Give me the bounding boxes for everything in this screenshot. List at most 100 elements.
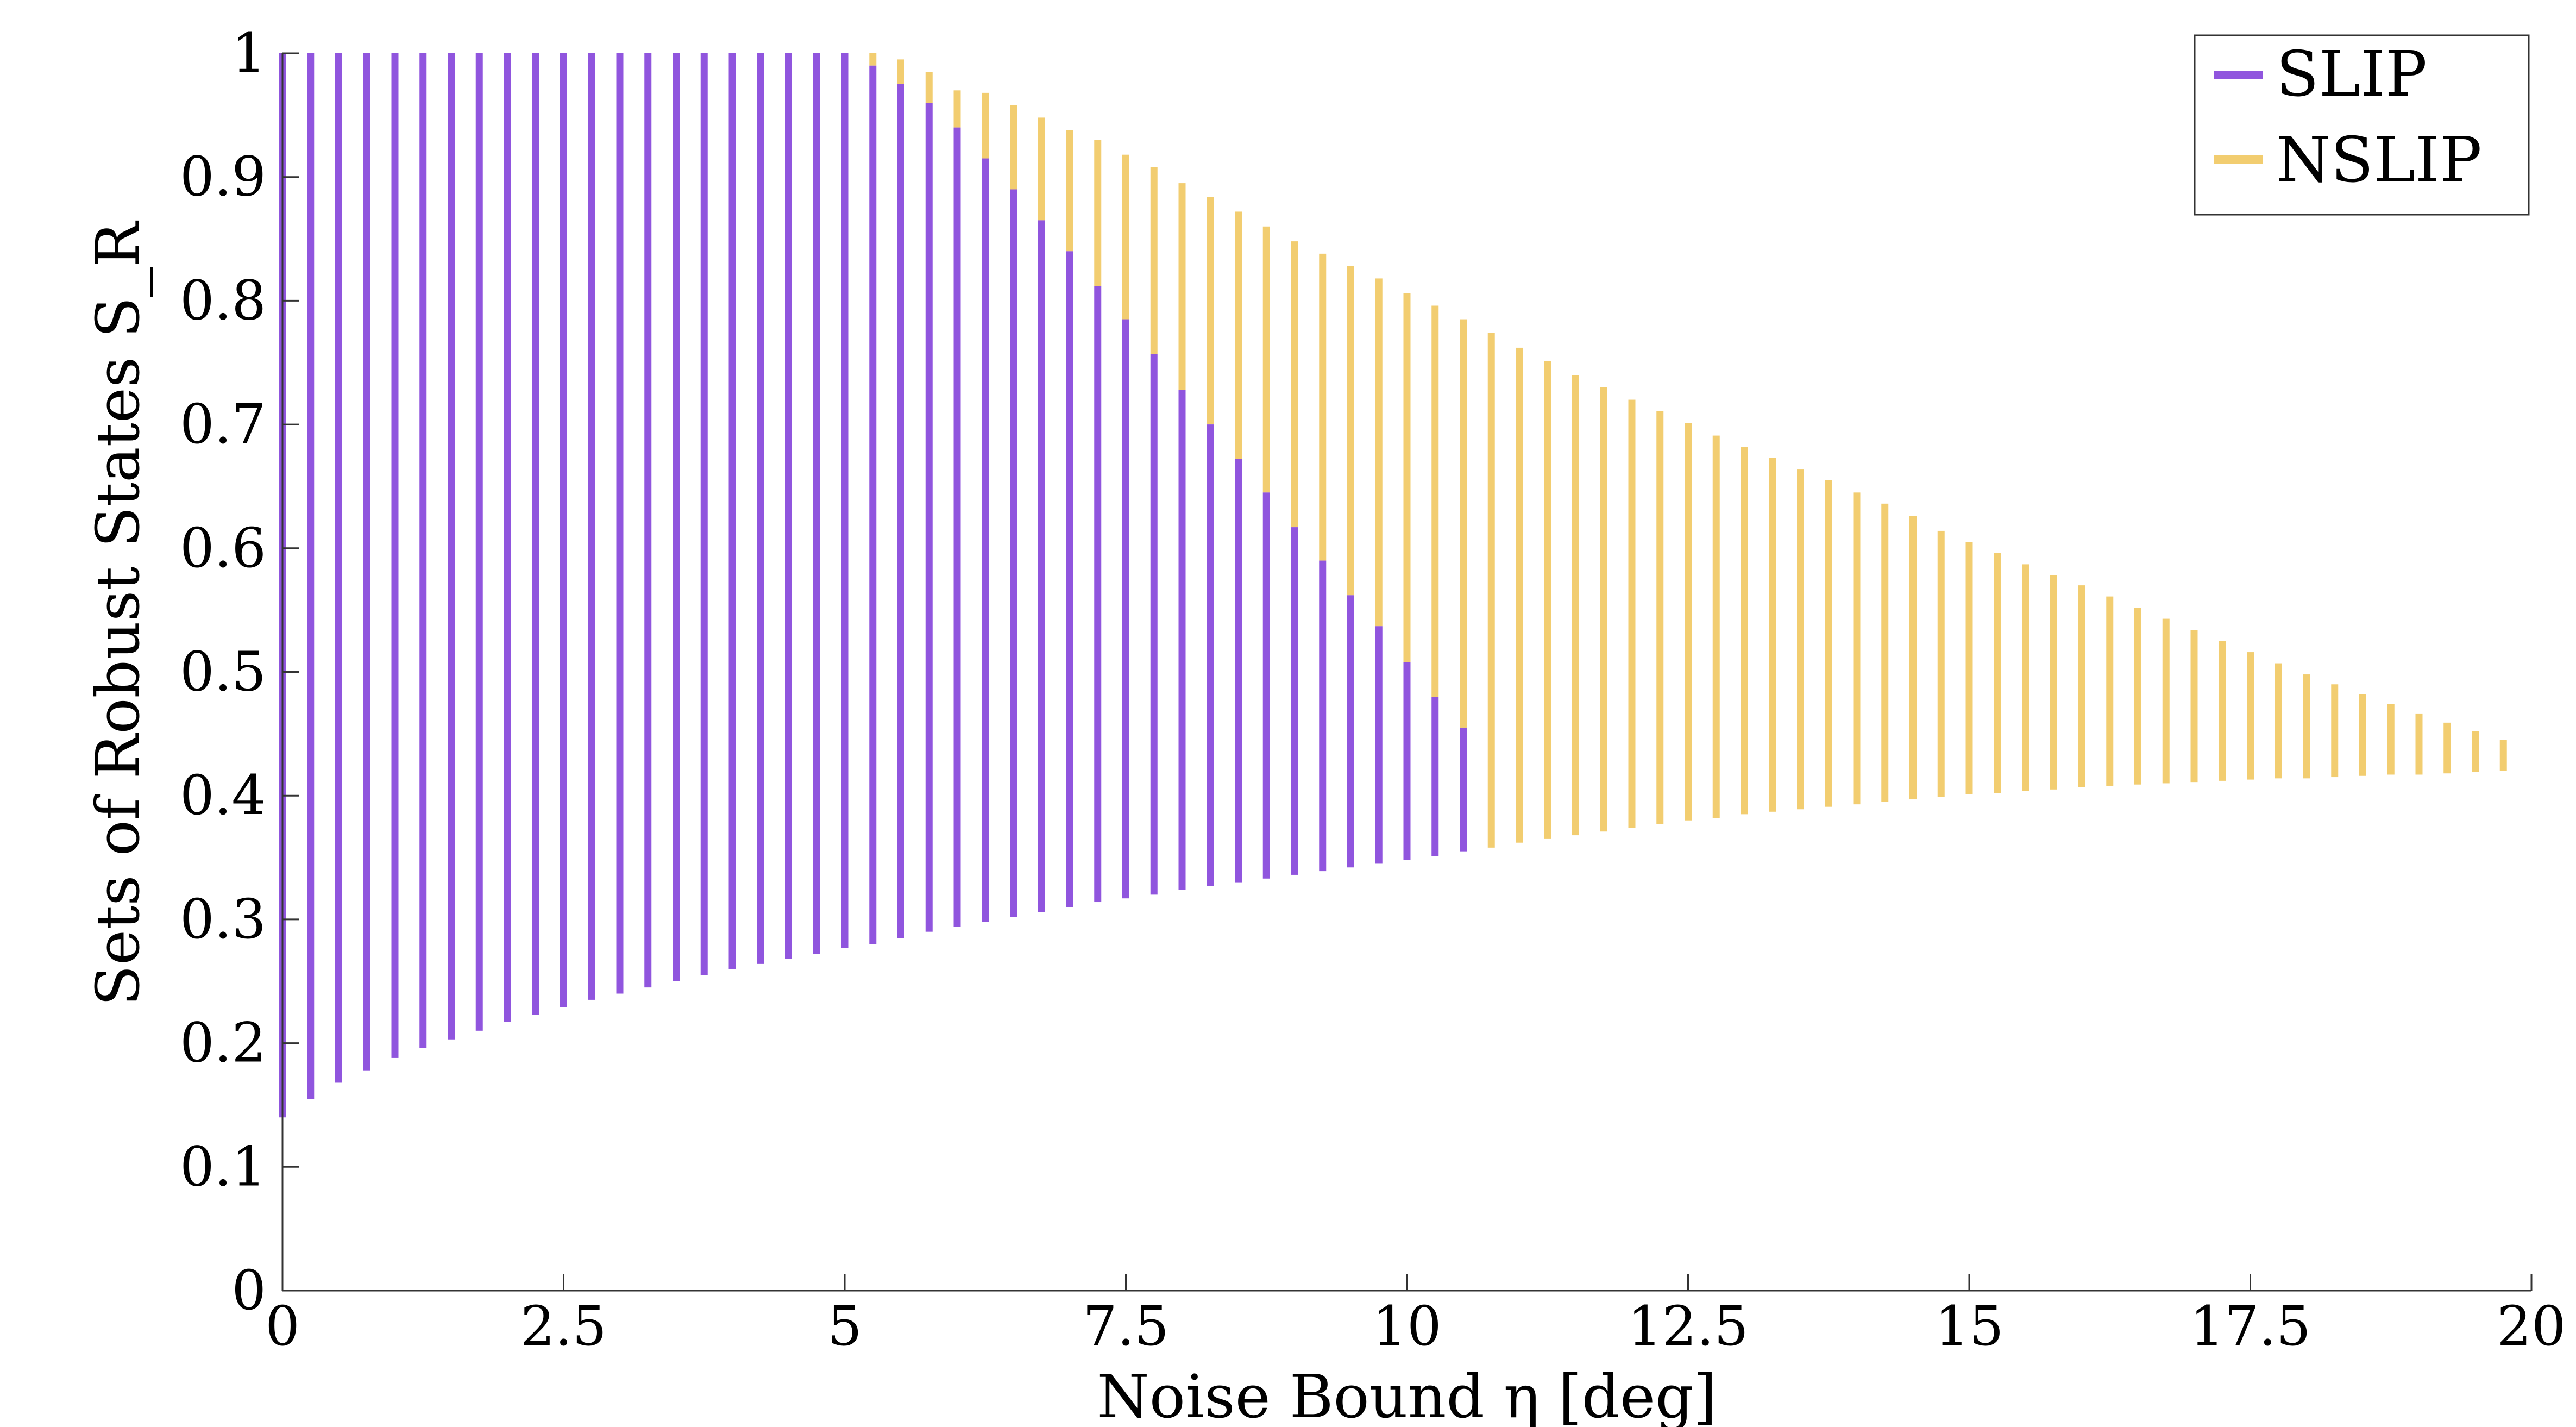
bar-nslip-2 — [925, 72, 933, 103]
bar-slip-26 — [1010, 189, 1017, 917]
bar-nslip-13 — [1235, 211, 1242, 459]
bar-nslip-7 — [1066, 130, 1073, 252]
legend-box — [2194, 34, 2530, 216]
bar-nslip-34 — [1825, 480, 1832, 807]
bar-nslip-9 — [1122, 154, 1129, 320]
y-tick-label-8: 0.8 — [180, 268, 266, 332]
bar-slip-37 — [1319, 560, 1327, 872]
bar-slip-34 — [1235, 459, 1242, 883]
bar-nslip-0 — [869, 53, 877, 66]
bar-nslip-14 — [1262, 226, 1270, 493]
x-tick-label-3: 7.5 — [1083, 1294, 1169, 1358]
bar-slip-2 — [335, 53, 342, 1083]
bar-nslip-29 — [1685, 423, 1692, 821]
bars-layer — [279, 53, 2507, 1118]
bar-nslip-43 — [2078, 585, 2085, 787]
bar-nslip-36 — [1881, 503, 1889, 802]
x-ticks: 0 2.5 5 7.5 10 12.5 15 17.5 20 — [265, 1274, 2566, 1358]
bar-nslip-16 — [1319, 253, 1327, 561]
y-axis-label: Sets of Robust States S_R — [83, 220, 153, 1006]
x-tick-label-5: 12.5 — [1628, 1294, 1749, 1358]
bar-slip-15 — [700, 53, 708, 975]
bar-slip-32 — [1178, 390, 1186, 890]
bar-nslip-49 — [2247, 652, 2254, 780]
x-tick-label-2: 5 — [827, 1294, 862, 1358]
x-tick-label-1: 2.5 — [520, 1294, 607, 1358]
bar-slip-40 — [1403, 662, 1411, 860]
bar-nslip-41 — [2022, 564, 2029, 791]
bar-slip-35 — [1262, 492, 1270, 879]
bar-slip-29 — [1094, 286, 1102, 903]
bar-nslip-40 — [1994, 553, 2001, 793]
y-tick-label-5: 0.5 — [180, 640, 266, 704]
bar-nslip-37 — [1909, 516, 1917, 800]
bar-nslip-52 — [2331, 684, 2339, 778]
bar-slip-28 — [1066, 251, 1073, 907]
bar-nslip-1 — [897, 59, 904, 84]
bar-nslip-38 — [1937, 530, 1945, 797]
y-tick-label-0: 0 — [231, 1259, 266, 1322]
bar-nslip-39 — [1965, 542, 1973, 794]
bar-slip-10 — [560, 53, 567, 1007]
bar-slip-11 — [588, 53, 595, 1000]
bar-slip-20 — [841, 53, 849, 948]
bar-nslip-17 — [1347, 266, 1354, 596]
bar-slip-30 — [1122, 319, 1129, 899]
y-tick-label-4: 0.4 — [180, 763, 266, 827]
x-tick-label-6: 15 — [1934, 1294, 2003, 1358]
bar-nslip-21 — [1460, 319, 1467, 728]
legend-label-slip: SLIP — [2276, 38, 2427, 111]
x-tick-label-0: 0 — [265, 1294, 300, 1358]
y-tick-label-2: 0.2 — [180, 1011, 266, 1075]
bar-nslip-28 — [1656, 411, 1664, 824]
bar-slip-4 — [391, 53, 399, 1058]
bar-nslip-58 — [2499, 740, 2507, 771]
x-tick-label-7: 17.5 — [2190, 1294, 2311, 1358]
bar-slip-21 — [869, 65, 877, 944]
x-tick-label-8: 20 — [2497, 1294, 2566, 1358]
bar-nslip-22 — [1487, 333, 1495, 848]
bar-nslip-45 — [2134, 608, 2141, 785]
bar-nslip-33 — [1797, 469, 1804, 810]
bar-slip-39 — [1375, 626, 1383, 864]
bar-slip-13 — [644, 53, 652, 988]
bar-nslip-47 — [2190, 630, 2198, 783]
bar-slip-41 — [1431, 697, 1439, 856]
bar-nslip-20 — [1431, 305, 1439, 697]
y-tick-label-7: 0.7 — [180, 392, 266, 456]
bar-slip-7 — [475, 53, 483, 1031]
bar-nslip-55 — [2415, 714, 2423, 775]
bar-nslip-5 — [1010, 105, 1017, 190]
bar-slip-9 — [532, 53, 539, 1015]
bar-nslip-12 — [1207, 197, 1214, 425]
bar-slip-22 — [897, 84, 904, 938]
x-axis-label: Noise Bound η [deg] — [1097, 1362, 1717, 1427]
bar-slip-6 — [448, 53, 455, 1040]
bar-nslip-4 — [982, 92, 989, 159]
y-tick-label-1: 0.1 — [180, 1135, 266, 1198]
bar-slip-31 — [1150, 354, 1158, 895]
bar-slip-1 — [307, 53, 315, 1099]
bar-slip-19 — [813, 53, 820, 954]
bar-nslip-3 — [953, 90, 961, 128]
bar-slip-42 — [1460, 727, 1467, 852]
bar-slip-33 — [1207, 424, 1214, 886]
bar-slip-14 — [673, 53, 680, 981]
bar-slip-24 — [953, 127, 961, 927]
bar-slip-25 — [982, 158, 989, 922]
bar-slip-23 — [925, 103, 933, 932]
bar-nslip-35 — [1853, 492, 1861, 805]
bar-nslip-24 — [1544, 361, 1551, 839]
bar-slip-16 — [728, 53, 736, 969]
bar-slip-36 — [1291, 527, 1298, 875]
bar-nslip-19 — [1403, 293, 1411, 662]
bar-nslip-10 — [1150, 167, 1158, 354]
bar-nslip-30 — [1712, 435, 1720, 818]
bar-nslip-48 — [2219, 641, 2226, 781]
bar-nslip-18 — [1375, 278, 1383, 627]
bar-slip-17 — [757, 53, 764, 964]
bar-slip-18 — [785, 53, 792, 959]
bar-slip-38 — [1347, 595, 1354, 868]
y-tick-label-3: 0.3 — [180, 887, 266, 951]
